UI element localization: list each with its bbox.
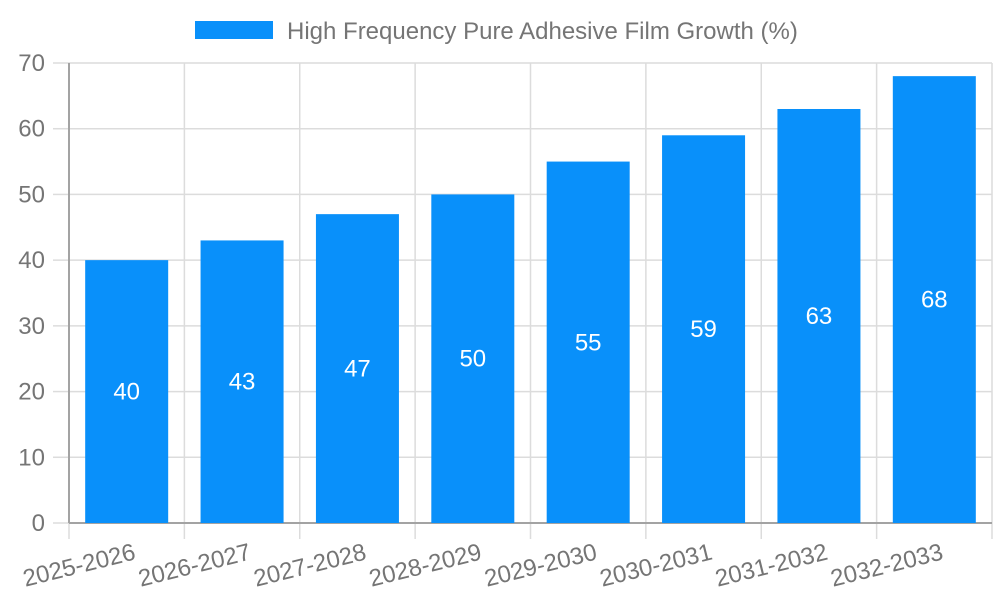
y-tick-label: 10	[18, 444, 45, 471]
bar	[546, 161, 630, 524]
y-tick-label: 30	[18, 313, 45, 340]
bar	[315, 214, 399, 523]
y-tick-label: 60	[18, 116, 45, 143]
bar-value-label: 47	[344, 356, 371, 383]
bar	[777, 109, 861, 523]
x-tick-label: 2027-2028	[251, 539, 369, 593]
bar-value-label: 68	[921, 287, 948, 314]
bar-value-label: 40	[113, 379, 140, 406]
legend-swatch	[195, 21, 273, 39]
bar	[892, 76, 976, 524]
x-tick-label: 2032-2033	[828, 539, 946, 593]
bar-value-label: 55	[575, 329, 602, 356]
y-tick-label: 0	[32, 510, 45, 537]
x-tick-label: 2030-2031	[597, 539, 715, 593]
x-tick-label: 2029-2030	[482, 539, 600, 593]
x-tick-label: 2026-2027	[136, 539, 254, 593]
x-tick-label: 2025-2026	[20, 539, 138, 593]
bar	[85, 260, 169, 523]
bar-value-label: 59	[690, 316, 717, 343]
y-tick-label: 70	[18, 50, 45, 77]
bar	[431, 194, 515, 523]
bar	[662, 135, 746, 524]
bar	[200, 240, 284, 523]
legend[interactable]: High Frequency Pure Adhesive Film Growth…	[195, 18, 798, 45]
x-tick-label: 2028-2029	[366, 539, 484, 593]
y-tick-label: 50	[18, 181, 45, 208]
plot-area: 0 10 20 30 40 50 60 70 40 43 47 50 55 59 63 68 2025-2026…	[18, 50, 993, 593]
y-tick-label: 40	[18, 247, 45, 274]
y-tick-label: 20	[18, 379, 45, 406]
bar-value-label: 50	[459, 346, 486, 373]
legend-label: High Frequency Pure Adhesive Film Growth…	[287, 18, 798, 45]
bar-value-label: 63	[806, 303, 833, 330]
x-tick-label: 2031-2032	[712, 539, 830, 593]
bar-value-label: 43	[229, 369, 256, 396]
